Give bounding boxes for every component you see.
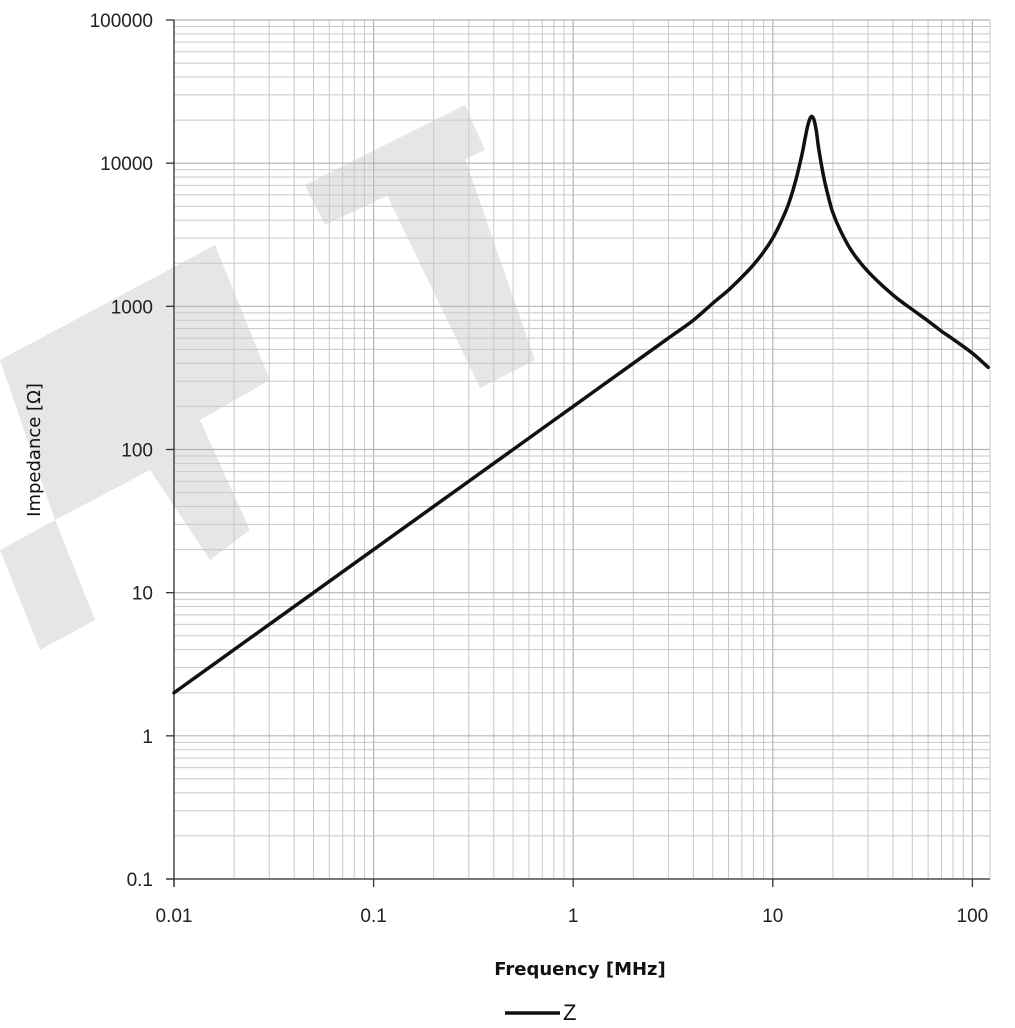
x-tick-label: 100	[957, 906, 989, 927]
series-layer	[172, 114, 990, 695]
y-tick-label: 100000	[90, 11, 153, 32]
x-tick-labels: 0.01 0.1 1 10 100	[156, 906, 989, 927]
x-axis-title: Frequency [MHz]	[494, 959, 666, 980]
plot-grid	[173, 19, 991, 880]
x-tick-label: 10	[762, 906, 783, 927]
y-tick-label: 10000	[100, 154, 153, 175]
plot-axes	[166, 19, 990, 887]
x-tick-label: 1	[568, 906, 579, 927]
y-tick-label: 10	[132, 584, 153, 605]
series-line-z	[172, 114, 990, 695]
y-tick-labels: 0.1 1 10 100 1000 10000 100000	[90, 11, 153, 891]
y-tick-label: 1	[142, 727, 153, 748]
draft-watermark	[0, 105, 535, 650]
y-tick-label: 100	[121, 441, 153, 462]
x-tick-label: 0.01	[156, 906, 193, 927]
y-tick-label: 0.1	[127, 870, 153, 891]
legend: Z	[505, 1000, 576, 1025]
legend-label-z: Z	[563, 1000, 576, 1025]
y-tick-label: 1000	[111, 297, 153, 318]
x-tick-label: 0.1	[360, 906, 386, 927]
y-axis-title: Impedance [Ω]	[24, 383, 45, 517]
